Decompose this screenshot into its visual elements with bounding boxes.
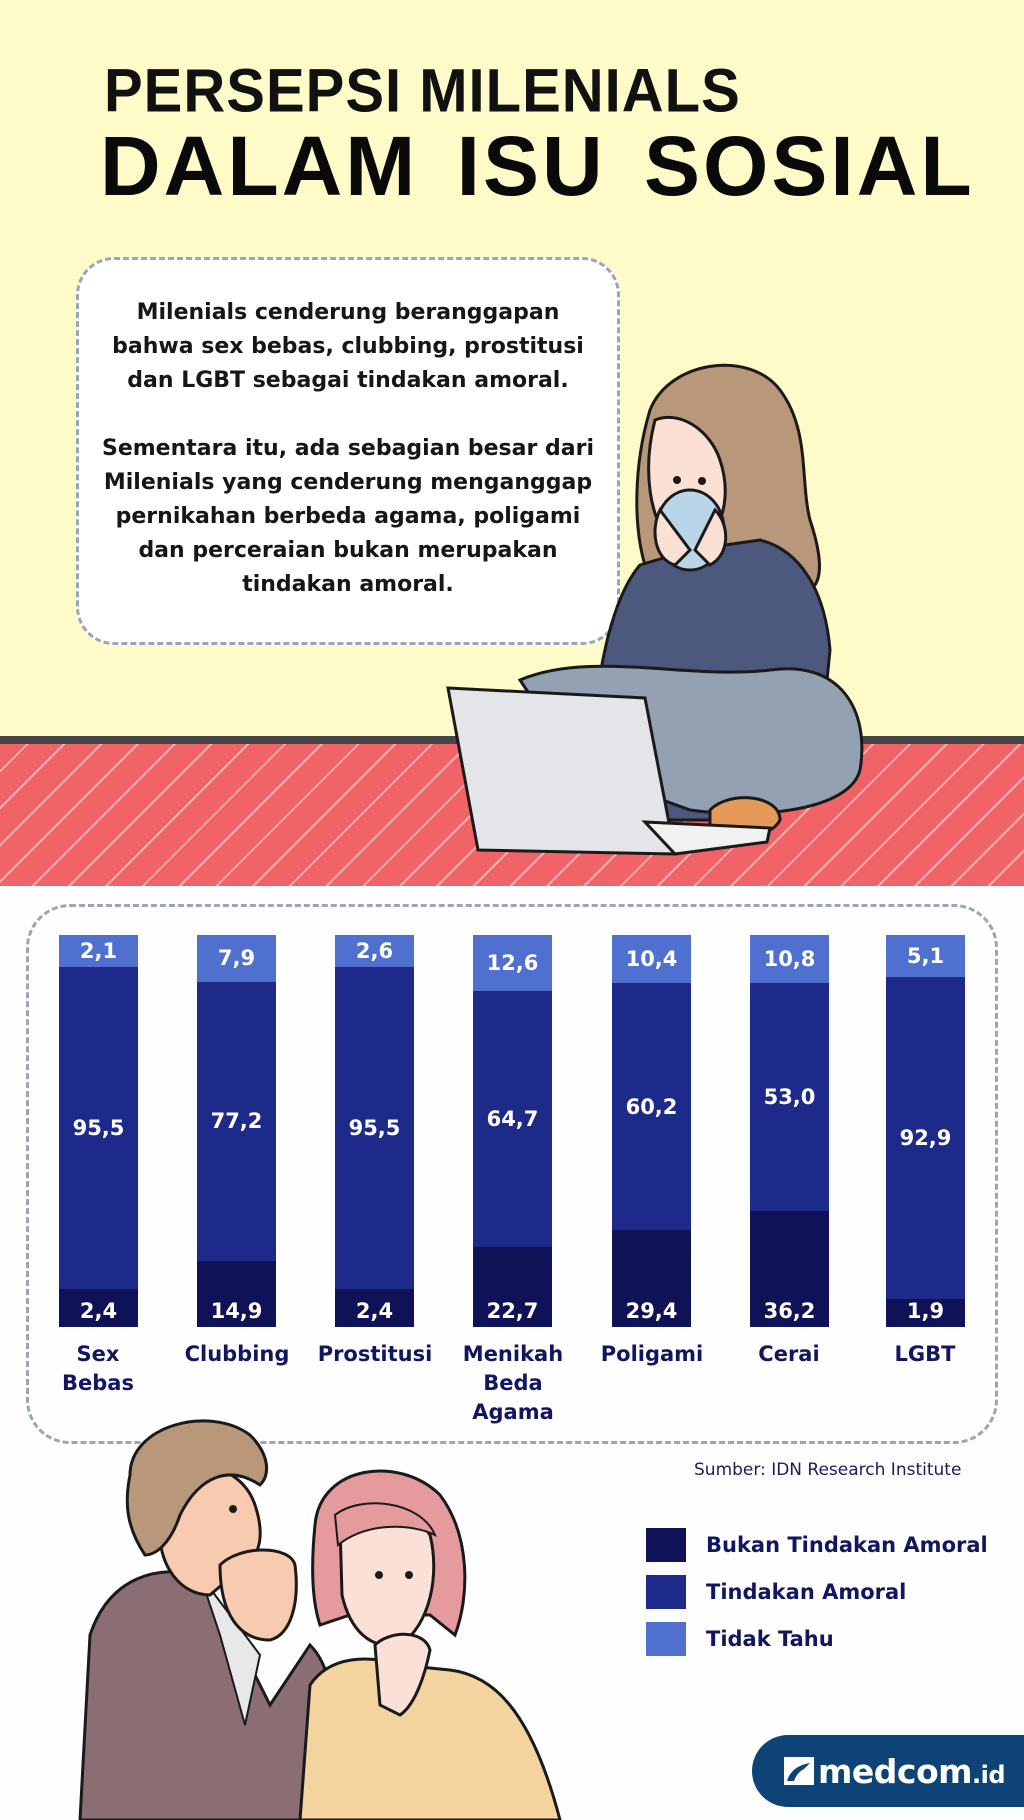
category-label-sex-bebas: Sex Bebas <box>33 1340 163 1398</box>
logo-suffix-text: .id <box>972 1760 1006 1789</box>
bar-prostitusi: 2,6 95,5 2,4 <box>335 935 414 1327</box>
legend-swatch <box>646 1622 686 1656</box>
label-line: LGBT <box>894 1342 956 1366</box>
eagle-logo-icon <box>784 1757 814 1785</box>
segment-tidak-tahu: 2,1 <box>59 935 138 967</box>
legend-item-tidak-tahu: Tidak Tahu <box>646 1622 988 1656</box>
label-line: Prostitusi <box>317 1342 433 1366</box>
whispering-couple-illustration <box>78 1419 562 1820</box>
label-line: Cerai <box>758 1342 820 1366</box>
intro-paragraph-1: Milenials cenderung beranggapan bahwa se… <box>99 296 597 398</box>
medcom-logo: medcom.id <box>752 1735 1024 1807</box>
bar-lgbt: 5,1 92,9 1,9 <box>886 935 965 1327</box>
category-label-prostitusi: Prostitusi <box>310 1340 440 1369</box>
label-line: Clubbing <box>184 1342 290 1366</box>
label-line: Menikah <box>462 1342 564 1366</box>
segment-bukan-tindakan-amoral: 14,9 <box>197 1261 276 1327</box>
bar-sex-bebas: 2,1 95,5 2,4 <box>59 935 138 1327</box>
segment-tindakan-amoral: 95,5 <box>59 966 138 1290</box>
category-label-poligami: Poligami <box>587 1340 717 1369</box>
logo-text: medcom.id <box>818 1751 1006 1791</box>
segment-bukan-tindakan-amoral: 22,7 <box>473 1246 552 1327</box>
segment-tindakan-amoral: 64,7 <box>473 990 552 1247</box>
segment-bukan-tindakan-amoral: 36,2 <box>750 1210 829 1327</box>
intro-p2-bold: Sementara itu, <box>101 436 288 461</box>
legend-label: Tindakan Amoral <box>706 1580 907 1604</box>
girl-with-laptop-illustration <box>446 363 864 856</box>
category-label-lgbt: LGBT <box>860 1340 990 1369</box>
segment-tidak-tahu: 7,9 <box>197 935 276 982</box>
label-line: Agama <box>472 1400 554 1424</box>
legend-swatch <box>646 1528 686 1562</box>
legend-item-bukan-tindakan-amoral: Bukan Tindakan Amoral <box>646 1528 988 1562</box>
segment-bukan-tindakan-amoral: 1,9 <box>886 1298 965 1327</box>
segment-tidak-tahu: 12,6 <box>473 935 552 991</box>
legend-swatch <box>646 1575 686 1609</box>
segment-tidak-tahu: 10,8 <box>750 935 829 983</box>
segment-tindakan-amoral: 60,2 <box>612 982 691 1231</box>
legend-label: Tidak Tahu <box>706 1627 834 1651</box>
title-line-2: DALAM ISU SOSIAL <box>100 119 975 213</box>
intro-p1-bold: Milenials <box>136 300 248 325</box>
category-label-clubbing: Clubbing <box>172 1340 302 1369</box>
segment-tindakan-amoral: 53,0 <box>750 982 829 1211</box>
source-credit: Sumber: IDN Research Institute <box>694 1460 962 1480</box>
logo-main-text: medcom <box>818 1751 973 1791</box>
intro-p1-text: cenderung beranggapan bahwa sex bebas, c… <box>112 300 584 393</box>
segment-bukan-tindakan-amoral: 29,4 <box>612 1230 691 1327</box>
segment-tindakan-amoral: 92,9 <box>886 976 965 1299</box>
bar-poligami: 10,4 60,2 29,4 <box>612 935 691 1327</box>
label-line: Beda <box>483 1371 543 1395</box>
segment-tidak-tahu: 2,6 <box>335 935 414 967</box>
label-line: Bebas <box>62 1371 134 1395</box>
intro-p2-text: ada sebagian besar dari Milenials yang c… <box>103 436 594 597</box>
label-line: Poligami <box>600 1342 704 1366</box>
segment-tidak-tahu: 10,4 <box>612 935 691 983</box>
segment-tindakan-amoral: 77,2 <box>197 981 276 1262</box>
category-label-cerai: Cerai <box>724 1340 854 1369</box>
chart-legend: Bukan Tindakan Amoral Tindakan Amoral Ti… <box>646 1528 988 1669</box>
intro-paragraph-2: Sementara itu, ada sebagian besar dari M… <box>99 432 597 602</box>
segment-bukan-tindakan-amoral: 2,4 <box>59 1289 138 1327</box>
legend-item-tindakan-amoral: Tindakan Amoral <box>646 1575 988 1609</box>
legend-label: Bukan Tindakan Amoral <box>706 1533 988 1557</box>
bar-clubbing: 7,9 77,2 14,9 <box>197 935 276 1327</box>
segment-bukan-tindakan-amoral: 2,4 <box>335 1289 414 1327</box>
segment-tidak-tahu: 5,1 <box>886 935 965 977</box>
bar-menikah-beda-agama: 12,6 64,7 22,7 <box>473 935 552 1327</box>
category-label-menikah-beda-agama: Menikah Beda Agama <box>448 1340 578 1427</box>
title-line-1: PERSEPSI MILENIALS <box>104 57 741 126</box>
intro-text-box: Milenials cenderung beranggapan bahwa se… <box>76 257 620 645</box>
bar-cerai: 10,8 53,0 36,2 <box>750 935 829 1327</box>
label-line: Sex <box>76 1342 120 1366</box>
segment-tindakan-amoral: 95,5 <box>335 966 414 1290</box>
